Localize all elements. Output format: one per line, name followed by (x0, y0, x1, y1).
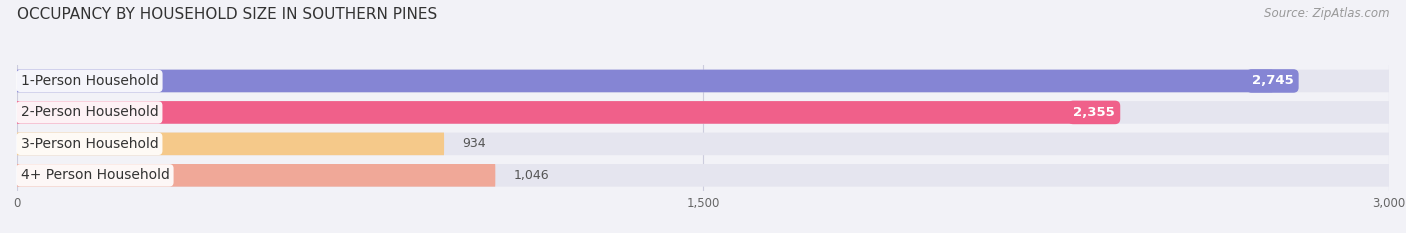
Text: 2-Person Household: 2-Person Household (21, 105, 159, 120)
Text: 934: 934 (463, 137, 486, 150)
Text: 3-Person Household: 3-Person Household (21, 137, 159, 151)
FancyBboxPatch shape (17, 70, 1272, 92)
Text: 4+ Person Household: 4+ Person Household (21, 168, 169, 182)
FancyBboxPatch shape (17, 164, 1389, 187)
FancyBboxPatch shape (17, 164, 495, 187)
Text: Source: ZipAtlas.com: Source: ZipAtlas.com (1264, 7, 1389, 20)
Text: 1-Person Household: 1-Person Household (21, 74, 159, 88)
Text: 2,745: 2,745 (1251, 75, 1294, 87)
Text: 1,046: 1,046 (513, 169, 550, 182)
FancyBboxPatch shape (17, 133, 444, 155)
FancyBboxPatch shape (17, 70, 1389, 92)
FancyBboxPatch shape (17, 101, 1389, 124)
Text: OCCUPANCY BY HOUSEHOLD SIZE IN SOUTHERN PINES: OCCUPANCY BY HOUSEHOLD SIZE IN SOUTHERN … (17, 7, 437, 22)
Text: 2,355: 2,355 (1073, 106, 1115, 119)
FancyBboxPatch shape (17, 133, 1389, 155)
FancyBboxPatch shape (17, 101, 1094, 124)
